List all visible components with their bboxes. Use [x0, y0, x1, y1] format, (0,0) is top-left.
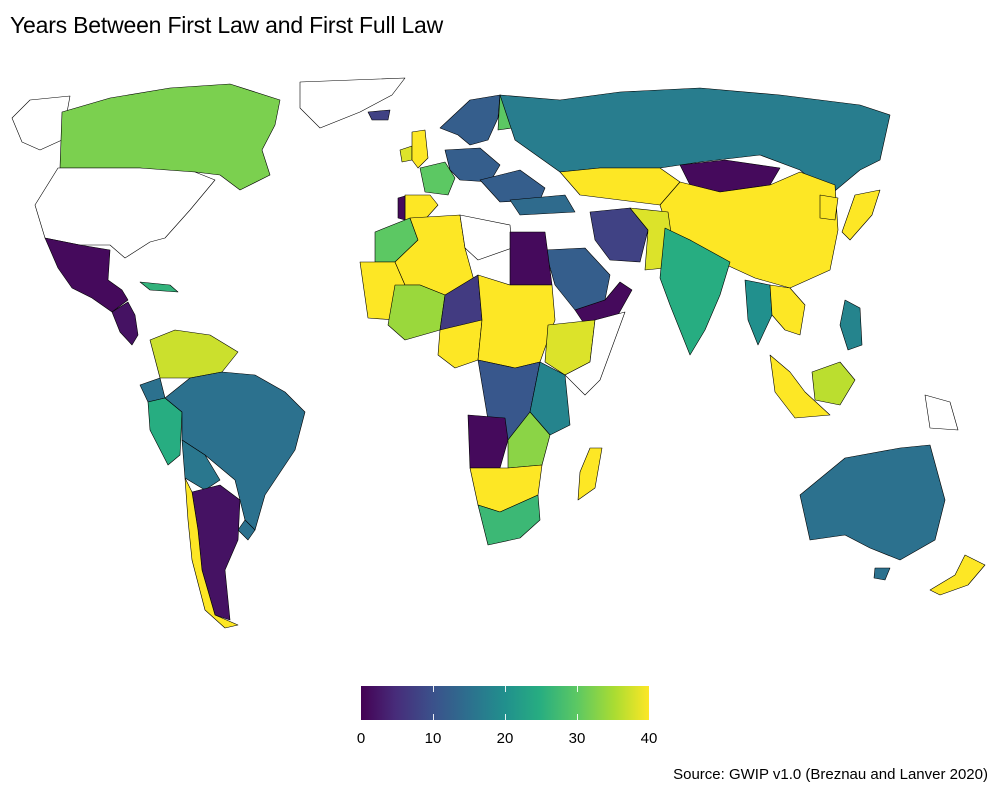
legend-tick [577, 686, 578, 692]
region-mali [387, 284, 446, 341]
region-ecuador [139, 377, 166, 403]
region-libya [459, 214, 513, 261]
legend-tick [505, 686, 506, 692]
region-egypt [509, 231, 553, 286]
legend-label-0: 0 [356, 730, 366, 747]
legend-tick-labels: 0 10 20 30 40 [357, 730, 658, 750]
region-chad-sudan [477, 274, 556, 369]
legend-label-30: 30 [568, 730, 586, 747]
legend-label-20: 20 [496, 730, 514, 747]
region-chile [184, 477, 239, 629]
region-tasmania [873, 567, 891, 581]
region-iceland [367, 109, 391, 121]
legend-label-40: 40 [640, 730, 658, 747]
region-nigeria [437, 319, 483, 369]
region-ireland [399, 145, 413, 163]
region-zambia [507, 411, 551, 469]
legend-label-10: 10 [424, 730, 442, 747]
legend-tick [577, 714, 578, 720]
region-borneo [811, 361, 856, 406]
region-tanzania [529, 361, 571, 436]
region-france [419, 161, 456, 196]
region-united-kingdom [411, 129, 429, 169]
region-eastern-europe [479, 169, 546, 203]
region-somalia [564, 311, 626, 396]
region-southeast-asia [744, 279, 773, 346]
region-angola [467, 414, 509, 469]
region-scandinavia [439, 94, 501, 146]
region-thailand-laos [769, 284, 806, 336]
world-choropleth-map [11, 77, 986, 629]
region-portugal [397, 195, 406, 221]
region-papua-new-guinea [924, 394, 959, 431]
region-kazakhstan [559, 167, 681, 206]
region-cuba [139, 281, 179, 293]
region-greenland [299, 77, 406, 129]
region-korea [819, 194, 839, 221]
region-bolivia [181, 439, 221, 491]
region-philippines [839, 299, 863, 351]
region-uruguay [237, 519, 256, 541]
region-central-america [111, 301, 139, 346]
region-turkey [509, 194, 576, 216]
source-caption: Source: GWIP v1.0 (Breznau and Lanver 20… [673, 766, 988, 783]
region-south-africa [477, 494, 541, 546]
region-indonesia [769, 354, 831, 419]
legend-tick [505, 714, 506, 720]
region-madagascar [577, 447, 603, 501]
region-japan [841, 189, 881, 241]
region-australia [799, 444, 946, 561]
region-mexico [44, 237, 129, 313]
region-colombia-venezuela [149, 329, 239, 379]
map-title: Years Between First Law and First Full L… [10, 12, 444, 38]
legend-tick [433, 686, 434, 692]
region-saudi-arabia [544, 247, 611, 311]
legend-tick [433, 714, 434, 720]
region-new-zealand [929, 554, 986, 596]
color-legend [361, 686, 649, 720]
region-india [659, 227, 731, 356]
